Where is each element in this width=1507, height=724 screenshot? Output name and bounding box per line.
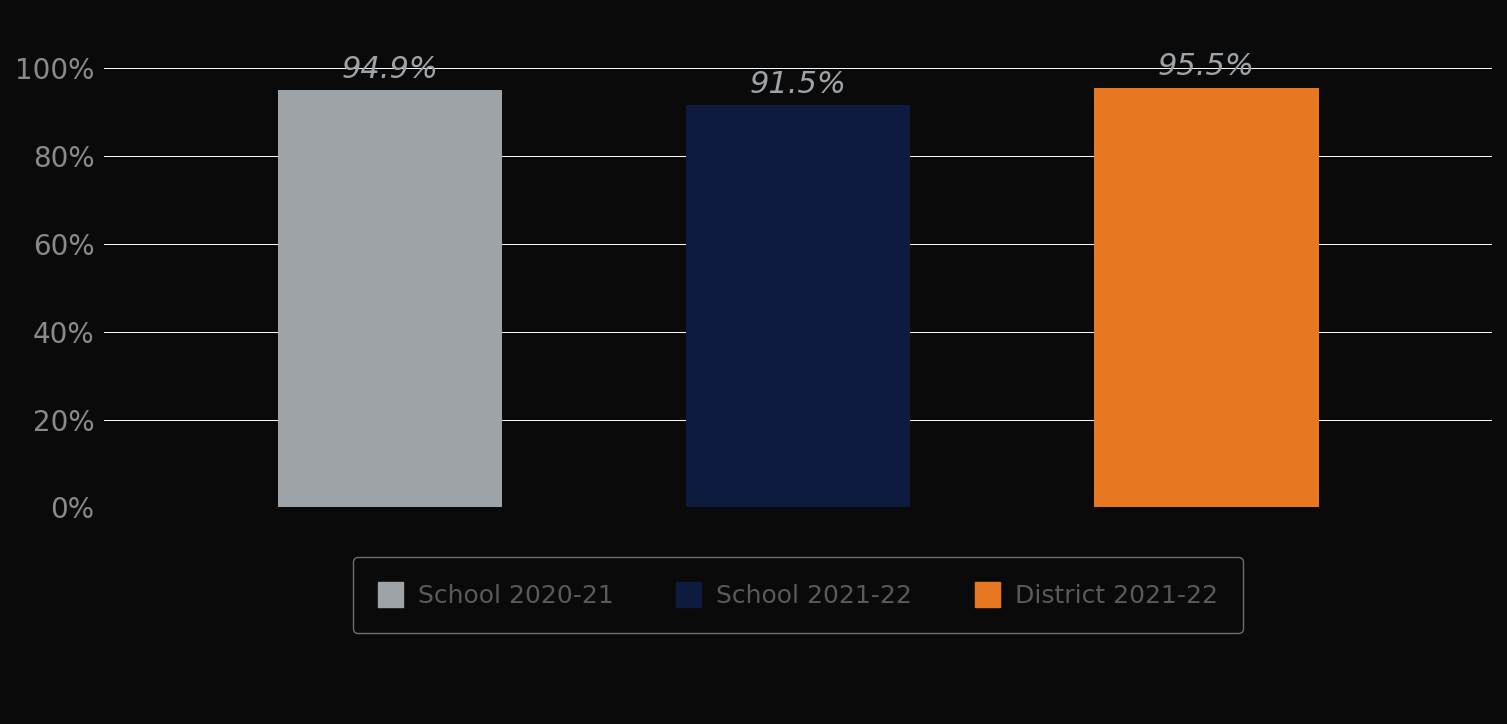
Text: 95.5%: 95.5%: [1157, 52, 1255, 81]
Text: 91.5%: 91.5%: [749, 70, 847, 98]
Bar: [686, 105, 910, 508]
Text: 94.9%: 94.9%: [342, 54, 439, 83]
Legend: School 2020-21, School 2021-22, District 2021-22: School 2020-21, School 2021-22, District…: [353, 557, 1243, 633]
Bar: [1094, 88, 1319, 508]
Bar: [277, 90, 502, 508]
